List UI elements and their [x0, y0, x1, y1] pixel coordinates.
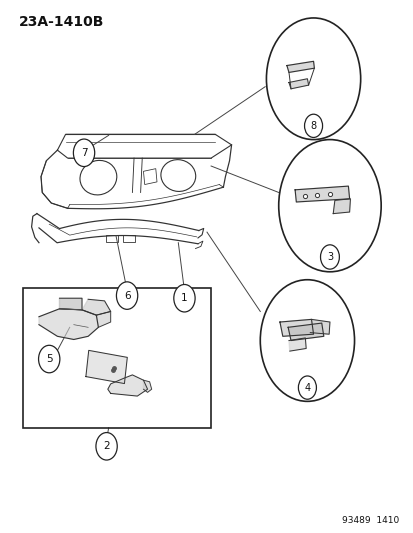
Polygon shape: [59, 298, 82, 310]
Polygon shape: [85, 350, 127, 384]
Circle shape: [304, 114, 322, 138]
Text: 5: 5: [46, 354, 52, 364]
Circle shape: [298, 376, 316, 399]
Text: 1: 1: [181, 293, 188, 303]
Polygon shape: [279, 319, 313, 336]
Bar: [23, 288, 211, 428]
Text: 7: 7: [81, 148, 87, 158]
Bar: [106, 235, 118, 241]
Circle shape: [173, 285, 195, 312]
Circle shape: [260, 280, 354, 401]
Text: 4: 4: [304, 383, 310, 393]
Polygon shape: [82, 300, 110, 315]
Polygon shape: [294, 186, 349, 202]
Text: 8: 8: [310, 121, 316, 131]
Text: 6: 6: [123, 290, 130, 301]
Polygon shape: [143, 380, 151, 392]
Text: 23A-1410B: 23A-1410B: [19, 15, 104, 29]
Polygon shape: [39, 309, 98, 340]
Bar: [122, 235, 135, 241]
Circle shape: [73, 139, 95, 166]
Text: 3: 3: [326, 252, 332, 262]
Text: 93489  1410: 93489 1410: [342, 515, 399, 524]
Circle shape: [266, 18, 360, 140]
Polygon shape: [309, 319, 329, 334]
Circle shape: [38, 345, 60, 373]
Circle shape: [116, 282, 138, 309]
Polygon shape: [107, 375, 147, 396]
Polygon shape: [332, 199, 349, 214]
Polygon shape: [96, 311, 110, 327]
Circle shape: [320, 245, 339, 269]
Circle shape: [278, 140, 380, 272]
Circle shape: [96, 433, 117, 460]
Polygon shape: [288, 79, 308, 89]
Text: 2: 2: [103, 441, 109, 451]
Polygon shape: [287, 323, 323, 341]
Polygon shape: [288, 338, 306, 351]
Polygon shape: [286, 61, 313, 72]
